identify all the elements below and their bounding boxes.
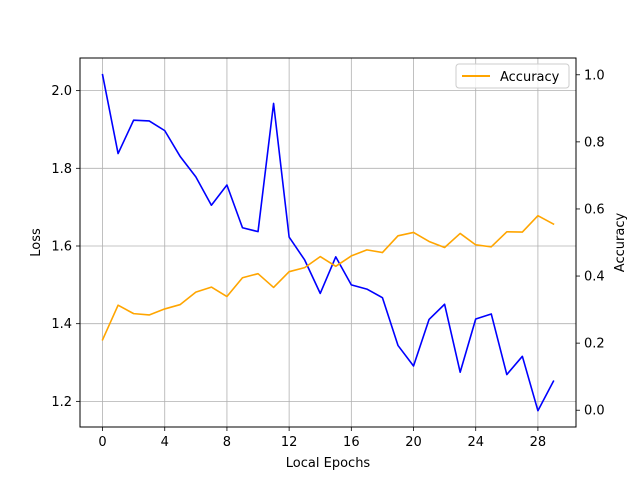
series-layer bbox=[101, 73, 555, 412]
y-tick-label-right-1: 0.2 bbox=[584, 337, 605, 352]
x-tick-label-7: 28 bbox=[530, 435, 547, 450]
ticks-layer: 0 4 8 12 16 20 24 28 1.2 1.4 1.6 1.8 2.0 0.0 0.2 0.4 0.6… bbox=[51, 68, 604, 450]
x-tick-label-2: 8 bbox=[223, 435, 231, 450]
y-tick-label-left-1: 1.4 bbox=[51, 317, 72, 332]
accuracy-series-line bbox=[101, 214, 555, 341]
legend-box bbox=[455, 63, 570, 89]
plot-frame bbox=[79, 57, 577, 428]
y-tick-label-right-2: 0.4 bbox=[584, 270, 605, 285]
x-tick-label-4: 16 bbox=[343, 435, 360, 450]
y-tick-label-right-3: 0.6 bbox=[584, 202, 605, 217]
y-tick-label-right-0: 0.0 bbox=[584, 404, 605, 419]
x-tick-label-6: 24 bbox=[467, 435, 484, 450]
x-tick-label-0: 0 bbox=[98, 435, 106, 450]
x-tick-label-1: 4 bbox=[161, 435, 169, 450]
x-axis-label: Local Epochs bbox=[286, 456, 371, 471]
y-tick-label-right-5: 1.0 bbox=[584, 68, 605, 83]
loss-series-line bbox=[101, 73, 555, 412]
x-tick-label-5: 20 bbox=[405, 435, 422, 450]
x-tick-label-3: 12 bbox=[281, 435, 298, 450]
y-axis-label-right: Accuracy bbox=[613, 213, 628, 273]
y-tick-label-left-4: 2.0 bbox=[51, 84, 72, 99]
legend-label-accuracy: Accuracy bbox=[500, 70, 560, 85]
y-tick-label-right-4: 0.8 bbox=[584, 135, 605, 150]
y-tick-label-left-2: 1.6 bbox=[51, 239, 72, 254]
y-tick-label-left-0: 1.2 bbox=[51, 395, 72, 410]
y-axis-label-left: Loss bbox=[29, 228, 44, 257]
y-tick-label-left-3: 1.8 bbox=[51, 162, 72, 177]
legend: Accuracy bbox=[455, 63, 570, 89]
